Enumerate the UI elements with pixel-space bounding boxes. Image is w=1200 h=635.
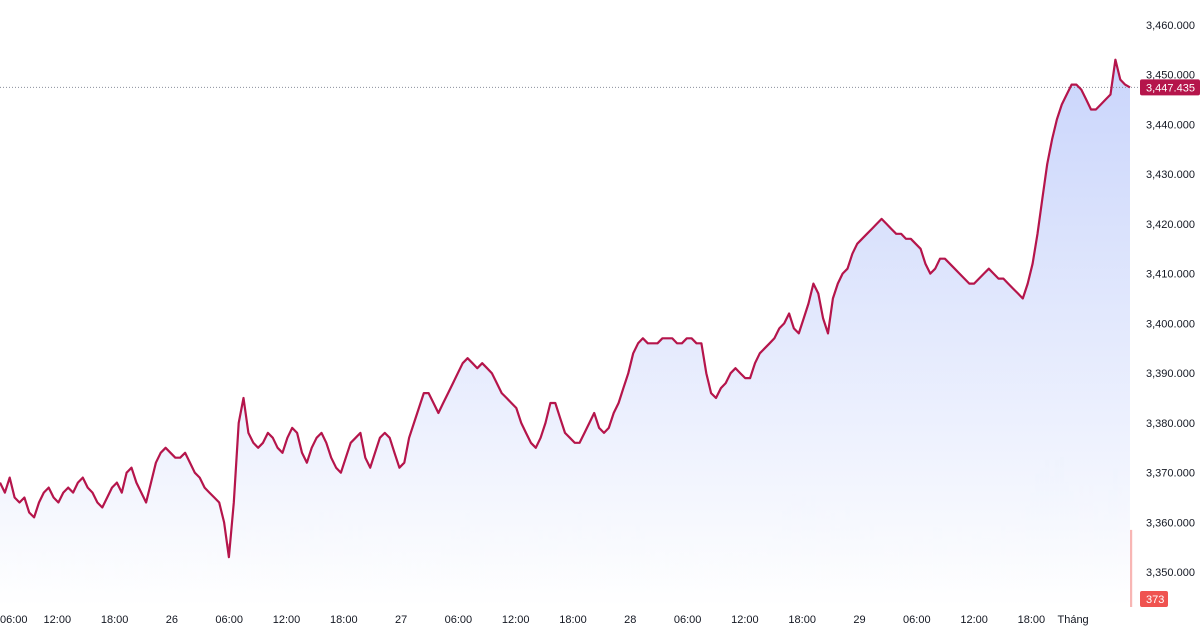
x-tick-label: Tháng: [1057, 614, 1088, 626]
x-tick-label: 12:00: [731, 614, 759, 626]
x-tick-label: 18:00: [1018, 614, 1046, 626]
x-tick-label: 18:00: [559, 614, 587, 626]
last-volume-badge: [1140, 591, 1168, 607]
last-volume-text: 373: [1146, 594, 1164, 606]
x-tick-label: 06:00: [903, 614, 931, 626]
price-area-fill: [0, 59, 1130, 607]
y-tick-label: 3,400.000: [1146, 318, 1195, 330]
last-price-badge: [1140, 79, 1200, 96]
x-tick-label: 12:00: [44, 614, 72, 626]
x-axis: 06:00 12:00 18:00 26 06:00 12:00 18:00 27 06:00 1…: [0, 614, 1089, 626]
x-tick-label: 18:00: [330, 614, 358, 626]
y-tick-label: 3,370.000: [1146, 468, 1195, 480]
last-volume-label: 373: [1140, 591, 1168, 607]
y-tick-label: 3,390.000: [1146, 368, 1195, 380]
y-tick-label: 3,440.000: [1146, 119, 1195, 131]
y-tick-label: 3,460.000: [1146, 20, 1195, 32]
y-tick-label: 3,450.000: [1146, 70, 1195, 82]
x-tick-label: 12:00: [502, 614, 530, 626]
x-tick-label: 06:00: [215, 614, 243, 626]
x-tick-label: 26: [166, 614, 178, 626]
x-tick-label: 28: [624, 614, 636, 626]
x-tick-label: 29: [853, 614, 865, 626]
y-tick-label: 3,430.000: [1146, 169, 1195, 181]
x-tick-label: 12:00: [273, 614, 301, 626]
x-tick-label: 12:00: [960, 614, 988, 626]
price-line: [0, 58, 1131, 559]
last-price-text: 3,447.435: [1146, 82, 1195, 94]
x-tick-label: 27: [395, 614, 407, 626]
last-price-label: 3,447.435: [1140, 79, 1200, 96]
y-tick-label: 3,410.000: [1146, 269, 1195, 281]
x-tick-label: 06:00: [674, 614, 702, 626]
x-tick-label: 06:00: [0, 614, 28, 626]
y-tick-label: 3,360.000: [1146, 517, 1195, 529]
x-tick-label: 18:00: [788, 614, 816, 626]
x-tick-label: 18:00: [101, 614, 129, 626]
x-tick-label: 06:00: [445, 614, 473, 626]
y-axis: 3,460.000 3,450.000 3,440.000 3,430.000 3,42…: [1146, 20, 1195, 579]
y-tick-label: 3,350.000: [1146, 567, 1195, 579]
y-tick-label: 3,380.000: [1146, 418, 1195, 430]
y-tick-label: 3,420.000: [1146, 219, 1195, 231]
